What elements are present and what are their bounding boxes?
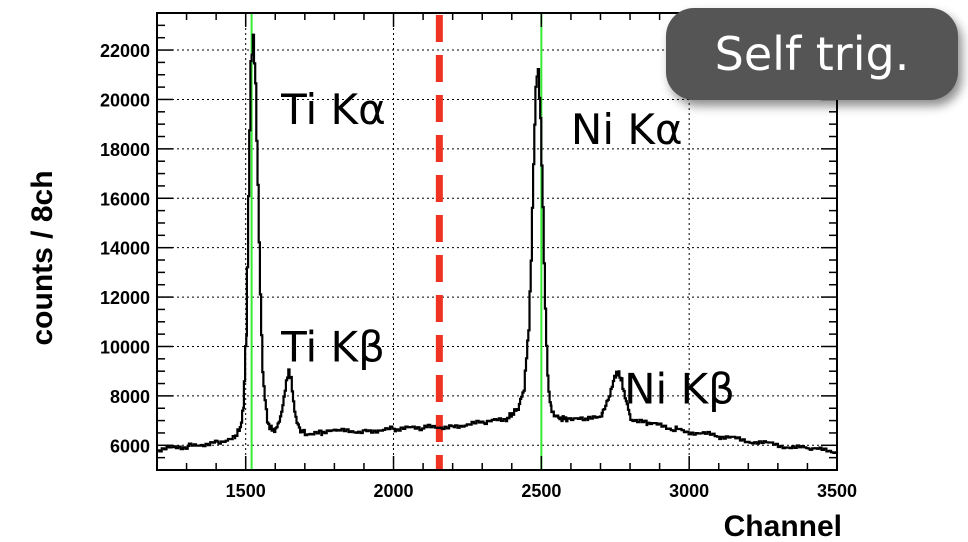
x-tick-label: 2000 bbox=[373, 481, 413, 501]
y-tick-labels: 6000 8000 10000 12000 14000 16000 18000 20000 22… bbox=[100, 41, 150, 456]
y-tick-label: 18000 bbox=[100, 140, 150, 160]
x-tick-label: 3500 bbox=[817, 481, 857, 501]
x-axis-title: Channel bbox=[724, 510, 842, 542]
y-axis-title: counts / 8ch bbox=[26, 170, 59, 345]
badge-label: Self trig. bbox=[714, 27, 910, 81]
plot-frame bbox=[156, 12, 838, 471]
x-tick-labels: 1500 2000 2500 3000 3500 bbox=[226, 481, 857, 501]
y-tick-label: 14000 bbox=[100, 239, 150, 259]
peak-labels: Ti Kα Ti Kβ Ni Kα Ni Kβ bbox=[280, 85, 735, 413]
y-tick-label: 12000 bbox=[100, 288, 150, 308]
y-tick-label: 8000 bbox=[110, 387, 150, 407]
self-trig-badge: Self trig. bbox=[666, 8, 958, 100]
y-tick-label: 16000 bbox=[100, 189, 150, 209]
peak-label: Ti Kα bbox=[280, 85, 386, 134]
y-tick-label: 10000 bbox=[100, 337, 150, 357]
y-tick-label: 20000 bbox=[100, 90, 150, 110]
y-tick-label: 6000 bbox=[110, 436, 150, 456]
x-tick-label: 2500 bbox=[521, 481, 561, 501]
y-tick-label: 22000 bbox=[100, 41, 150, 61]
peak-label: Ni Kα bbox=[571, 105, 683, 154]
spectrum-series-line bbox=[157, 33, 839, 454]
x-tick-label: 3000 bbox=[669, 481, 709, 501]
x-tick-label: 1500 bbox=[226, 481, 266, 501]
peak-label: Ni Kβ bbox=[624, 364, 735, 413]
marker-lines bbox=[250, 13, 543, 470]
series-layer bbox=[157, 33, 839, 454]
peak-label: Ti Kβ bbox=[280, 322, 385, 371]
